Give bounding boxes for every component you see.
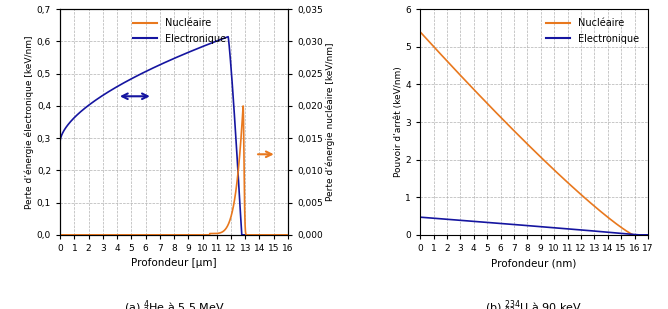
Legend: Nucléaire, Electronique: Nucléaire, Electronique xyxy=(129,14,230,48)
X-axis label: Profondeur [μm]: Profondeur [μm] xyxy=(131,258,217,269)
Text: (b) $\mathregular{^{234}_{92}}$U à 90 keV: (b) $\mathregular{^{234}_{92}}$U à 90 ke… xyxy=(486,298,582,309)
Y-axis label: Pouvoir d’arrêt (keV/nm): Pouvoir d’arrêt (keV/nm) xyxy=(393,67,403,177)
Legend: Nucléaire, Electronique: Nucléaire, Electronique xyxy=(542,14,643,48)
Y-axis label: Perte d’énergie électronique [keV/nm]: Perte d’énergie électronique [keV/nm] xyxy=(25,35,34,209)
Y-axis label: Perte d’énergie nucléaire [keV/nm]: Perte d’énergie nucléaire [keV/nm] xyxy=(325,43,335,201)
Text: (a) $\mathregular{^{4}_{2}}$He à 5,5 MeV: (a) $\mathregular{^{4}_{2}}$He à 5,5 MeV xyxy=(124,298,224,309)
X-axis label: Profondeur (nm): Profondeur (nm) xyxy=(492,258,576,269)
